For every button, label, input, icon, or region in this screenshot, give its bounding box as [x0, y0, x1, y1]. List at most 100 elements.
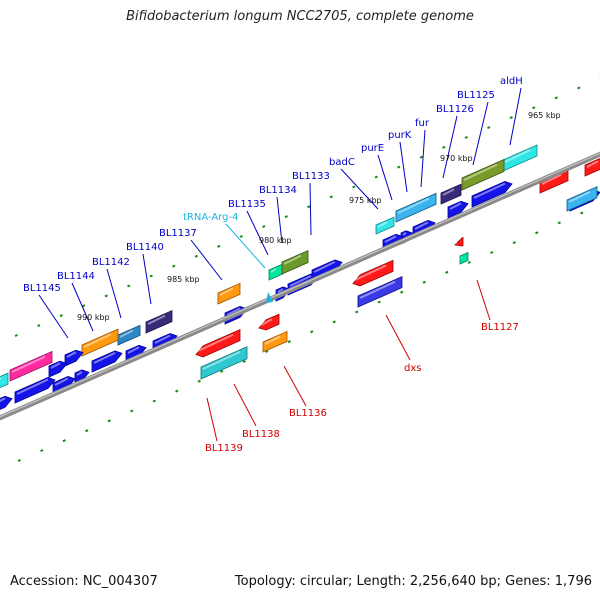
leader-BL1142 [106, 268, 122, 319]
gene-label-BL1127: BL1127 [481, 322, 519, 333]
map-title: Bifidobacterium longum NCC2705, complete… [126, 9, 474, 24]
genome-backbone [0, 151, 600, 421]
outer-tick [194, 254, 198, 258]
inner-tick [467, 260, 471, 264]
outer-tick [374, 175, 378, 179]
outer-tick [59, 314, 63, 318]
gene-label-BL1136: BL1136 [289, 408, 327, 419]
leader-aldH [509, 87, 522, 146]
accession-text: Accession: NC_004307 [10, 574, 158, 589]
outer-tick [554, 96, 558, 100]
inner-tick [242, 359, 246, 363]
outer-tick [37, 324, 41, 328]
gene-forward-17 [64, 349, 84, 367]
gene-BL1127 [454, 236, 464, 247]
gene-purE [375, 216, 395, 235]
label-leaders [38, 87, 522, 442]
outer-tick [262, 225, 266, 229]
gene-label-BL1139: BL1139 [205, 443, 243, 454]
leader-BL1138 [233, 383, 257, 427]
leader-BL1139 [206, 397, 218, 442]
genome-backbone-highlight [0, 152, 600, 418]
outer-tick [397, 165, 401, 169]
gene-label-dxs: dxs [404, 363, 421, 374]
inner-tick [557, 221, 561, 225]
inner-tick [490, 251, 494, 255]
inner-tick [17, 458, 21, 462]
gene-BL1145 [9, 350, 53, 382]
outer-tick [419, 155, 423, 159]
gene-aldH [502, 144, 538, 172]
gene-forward-16 [0, 395, 13, 410]
inner-tick [107, 419, 111, 423]
inner-tick [512, 241, 516, 245]
gene-label-BL1135: BL1135 [228, 199, 266, 210]
kbp-label-970: 970 kbp [440, 154, 473, 163]
gene-BL1140 [145, 309, 173, 334]
leader-purK [399, 141, 408, 193]
gene-label-BL1145: BL1145 [23, 283, 61, 294]
gene-red-edge [584, 157, 600, 177]
inner-tick [40, 449, 44, 453]
gene-label-purE: purE [361, 143, 384, 154]
inner-tick [580, 211, 584, 215]
gene-label-badC: badC [329, 157, 355, 168]
gene-cyan-left [0, 372, 9, 389]
leader-BL1133 [309, 182, 312, 236]
leader-BL1136 [283, 365, 307, 407]
inner-tick [175, 389, 179, 393]
inner-tick [400, 290, 404, 294]
gene-forward-1 [471, 181, 513, 208]
gene-BL1138 [200, 346, 248, 380]
trna-marker [266, 292, 273, 303]
inner-tick [377, 300, 381, 304]
outer-tick [577, 86, 581, 90]
gene-label-aldH: aldH [500, 76, 523, 87]
outer-tick [352, 185, 356, 189]
inner-tick [332, 320, 336, 324]
leader-BL1145 [38, 294, 69, 339]
gene-mint [459, 251, 469, 265]
kbp-label-990: 990 kbp [77, 313, 110, 322]
gene-BL1134 [281, 249, 309, 275]
gene-label-purK: purK [388, 130, 412, 141]
inner-tick [152, 399, 156, 403]
leader-BL1140 [142, 253, 152, 305]
gene-BL1137 [217, 282, 241, 305]
gene-fur [395, 192, 437, 223]
gene-label-BL1137: BL1137 [159, 228, 197, 239]
leader-badC [340, 168, 379, 210]
outer-tick [104, 294, 108, 298]
gene-label-BL1144: BL1144 [57, 271, 95, 282]
outer-tick [14, 333, 18, 337]
outer-tick [127, 284, 131, 288]
kbp-label-985: 985 kbp [167, 275, 200, 284]
genome-map: 965 kbp 970 kbp 975 kbp 980 kbp 985 kbp … [0, 76, 600, 462]
gene-BL1125 [461, 158, 505, 191]
outer-tick [464, 135, 468, 139]
gene-dxs [352, 259, 394, 287]
leader-BL1144 [71, 282, 94, 332]
inner-tick [445, 270, 449, 274]
outer-tick [217, 244, 221, 248]
outer-tick [307, 205, 311, 209]
gene-BL1142 [117, 324, 141, 346]
leader-BL1126 [442, 115, 458, 179]
inner-tick [355, 310, 359, 314]
inner-tick [220, 369, 224, 373]
gene-label-fur: fur [415, 118, 430, 129]
leader-BL1134 [276, 196, 283, 244]
outer-tick [487, 126, 491, 130]
gene-BL1136-red [258, 313, 280, 331]
inner-tick [422, 280, 426, 284]
kbp-label-965: 965 kbp [528, 111, 561, 120]
leader-BL1137 [190, 239, 223, 281]
gene-label-BL1125: BL1125 [457, 90, 495, 101]
gene-label-BL1133: BL1133 [292, 171, 330, 182]
outer-tick [442, 145, 446, 149]
inner-tick [130, 409, 134, 413]
gene-forward-12 [91, 350, 123, 373]
inner-tick [197, 379, 201, 383]
inner-tick [265, 350, 269, 354]
gene-label-BL1138: BL1138 [242, 429, 280, 440]
